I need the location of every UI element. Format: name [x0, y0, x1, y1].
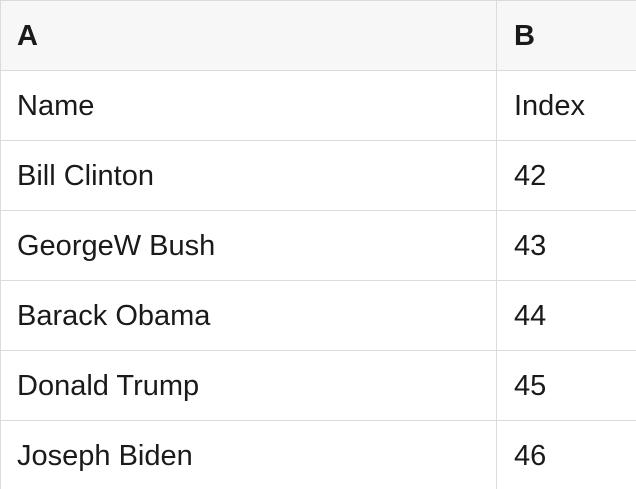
table-row: Bill Clinton 42 — [1, 141, 636, 211]
cell-name[interactable]: GeorgeW Bush — [1, 211, 497, 280]
table-row: GeorgeW Bush 43 — [1, 211, 636, 281]
table-row: Joseph Biden 46 — [1, 421, 636, 489]
table-row: Donald Trump 45 — [1, 351, 636, 421]
cell-index[interactable]: 46 — [514, 440, 547, 472]
table-body: Name Index Bill Clinton 42 GeorgeW Bush … — [1, 71, 636, 489]
table-row: Name Index — [1, 71, 636, 141]
cell-name[interactable]: Donald Trump — [1, 351, 497, 420]
cell-index[interactable]: 45 — [514, 370, 547, 402]
cell-name[interactable]: Barack Obama — [1, 281, 497, 350]
cell-index[interactable]: 44 — [514, 300, 547, 332]
cell-name[interactable]: Bill Clinton — [1, 141, 497, 210]
cell-name[interactable]: Joseph Biden — [1, 421, 497, 489]
column-header-a[interactable]: A — [1, 1, 497, 70]
table-row: Barack Obama 44 — [1, 281, 636, 351]
cell-index[interactable]: Index — [514, 90, 585, 122]
cell-name[interactable]: Name — [1, 71, 497, 140]
column-header-b[interactable]: B — [514, 20, 535, 52]
cell-index[interactable]: 42 — [514, 160, 547, 192]
cell-index[interactable]: 43 — [514, 230, 547, 262]
column-header-row: A B — [1, 1, 636, 71]
